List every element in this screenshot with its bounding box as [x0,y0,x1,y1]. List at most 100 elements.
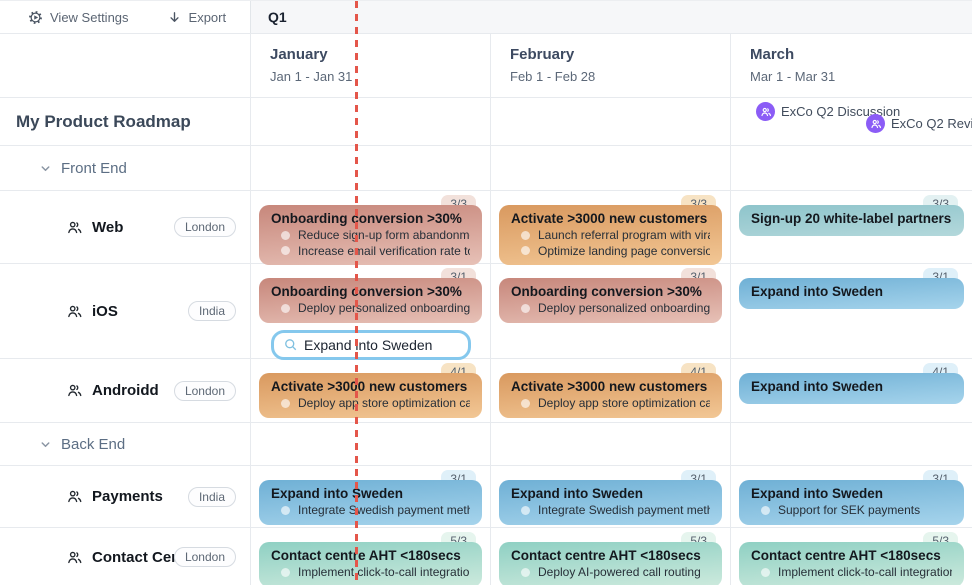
roadmap-title-cell: My Product Roadmap [0,98,250,145]
timeline-cell: 3/3 Sign-up 20 white-label partners [730,191,972,263]
sidebar-item-androidd[interactable]: Androidd London [0,359,250,422]
location-badge: India [187,301,236,321]
bullet-dot [281,303,290,313]
timeline-cell: 3/3 Activate >3000 new customers Launch … [490,191,730,265]
sidebar-item-contact-center[interactable]: Contact Center London [0,528,250,585]
roadmap-card[interactable]: 3/3 Activate >3000 new customers Launch … [499,195,722,265]
sidebar-item-ios[interactable]: iOS India [0,264,250,358]
card-title: Contact centre AHT <180secs [751,548,941,563]
bullet-dot [521,246,530,256]
bullet-dot [521,398,530,408]
sidebar-item-payments[interactable]: Payments India [0,466,250,527]
roadmap-card[interactable]: 5/3 Contact centre AHT <180secs Deploy A… [499,532,722,585]
group-header-front-end[interactable]: Front End [0,146,250,190]
timeline-cell: 4/1 Activate >3000 new customers Deploy … [490,359,730,422]
card-title: Expand into Sweden [751,379,884,394]
card-title: Contact centre AHT <180secs [511,548,701,563]
timeline-cell [490,146,730,190]
roadmap-card[interactable]: 3/1 Onboarding conversion >30% Deploy pe… [259,268,482,323]
new-card-title-input[interactable] [271,329,471,360]
roadmap-card[interactable]: 3/1 Expand into Sweden Support for SEK p… [739,470,964,525]
location-badge: London [173,217,236,237]
view-settings-label: View Settings [50,9,129,25]
roadmap-card[interactable]: 3/3 Onboarding conversion >30% Reduce si… [259,195,482,265]
roadmap-card[interactable]: 4/1 Activate >3000 new customers Deploy … [259,363,482,418]
month-range: Jan 1 - Jan 31 [270,69,353,84]
timeline-cell [730,146,972,190]
timeline-cell: 4/1 Expand into Sweden [730,359,972,422]
bullet-dot [281,398,290,408]
team-label: iOS [92,302,118,320]
new-card-title-input-field[interactable] [304,336,459,353]
card-bullet: Support for SEK payments [751,503,952,518]
search-icon [283,337,298,352]
roadmap-card[interactable]: 3/1 Expand into Sweden Integrate Swedish… [499,470,722,525]
users-avatar-icon [866,114,885,133]
bullet-dot [281,505,290,515]
view-settings-button[interactable]: View Settings [28,10,129,25]
milestone-exco-q2-review[interactable]: ExCo Q2 Review [866,114,972,133]
roadmap-title-row: My Product Roadmap ExCo Q2 Discussion [0,98,972,146]
team-label: Androidd [92,382,159,399]
bullet-dot [761,505,770,515]
card-title: Onboarding conversion >30% [271,284,462,299]
months-sidebar-spacer [0,34,250,97]
group-label: Front End [61,159,127,177]
month-range: Mar 1 - Mar 31 [750,69,836,84]
month-header-january: January Jan 1 - Jan 31 [250,34,490,97]
group-header-back-end[interactable]: Back End [0,423,250,465]
card-bullet: Optimize landing page conversion by ... [511,244,710,259]
card-bullet: Deploy personalized onboarding flows [511,301,710,316]
team-icon [66,219,83,236]
bullet-dot [281,246,290,256]
users-avatar-icon [756,102,775,121]
timeline-cell: 3/1 Expand into Sweden Support for SEK p… [730,466,972,527]
timeline-cell-milestones: ExCo Q2 Discussion ExCo Q2 Review [730,98,972,145]
chevron-down-icon[interactable] [39,162,52,175]
export-button[interactable]: Export [167,10,226,25]
card-title: Onboarding conversion >30% [271,211,462,226]
card-title: Activate >3000 new customers [511,211,708,226]
page-title: My Product Roadmap [16,111,191,131]
card-title: Expand into Sweden [751,284,884,299]
team-row-androidd: Androidd London 4/1 Activate >3000 new c… [0,359,972,423]
roadmap-card[interactable]: 5/3 Contact centre AHT <180secs Implemen… [739,532,964,585]
card-bullet: Launch referral program with viral loop [511,228,710,243]
card-title: Activate >3000 new customers [511,379,708,394]
month-name: February [510,46,575,63]
timeline-cell: 4/1 Activate >3000 new customers Deploy … [250,359,490,422]
timeline-cell: 3/3 Onboarding conversion >30% Reduce si… [250,191,490,265]
team-label: Web [92,218,124,236]
bullet-dot [521,505,530,515]
team-row-ios: iOS India 3/1 Onboarding conversion >30%… [0,264,972,360]
roadmap-card[interactable]: 3/1 Onboarding conversion >30% Deploy pe… [499,268,722,323]
month-name: March [750,46,795,63]
roadmap-card[interactable]: 3/1 Expand into Sweden [739,268,964,309]
quarter-label: Q1 [268,9,287,25]
gear-icon [28,10,43,25]
months-header-row: January Jan 1 - Jan 31 February Feb 1 - … [0,34,972,98]
download-arrow-icon [167,10,182,25]
toolbar: View Settings Export [0,1,250,33]
roadmap-card[interactable]: 4/1 Expand into Sweden [739,363,964,404]
timeline-cell [490,98,730,145]
top-header-row: View Settings Export Q1 [0,1,972,34]
group-row-front-end: Front End [0,146,972,191]
timeline-cell: 5/3 Contact centre AHT <180secs Implemen… [250,528,490,585]
roadmap-card[interactable]: 5/3 Contact centre AHT <180secs Implemen… [259,532,482,585]
location-badge: London [173,380,236,401]
card-bullet: Implement click-to-call integration [271,565,470,580]
bullet-dot [521,303,530,313]
roadmap-card[interactable]: 4/1 Activate >3000 new customers Deploy … [499,363,722,418]
team-icon [66,488,83,505]
roadmap-card[interactable]: 3/3 Sign-up 20 white-label partners [739,195,964,236]
chevron-down-icon[interactable] [39,438,52,451]
team-row-web: Web London 3/3 Onboarding conversion >30… [0,191,972,265]
sidebar-item-web[interactable]: Web London [0,191,250,263]
timeline-cell: 3/1 Onboarding conversion >30% Deploy pe… [490,264,730,358]
timeline-cell [250,146,490,190]
timeline-cell [250,423,490,465]
card-bullet: Implement click-to-call integration [751,565,952,580]
roadmap-card[interactable]: 3/1 Expand into Sweden Integrate Swedish… [259,470,482,525]
